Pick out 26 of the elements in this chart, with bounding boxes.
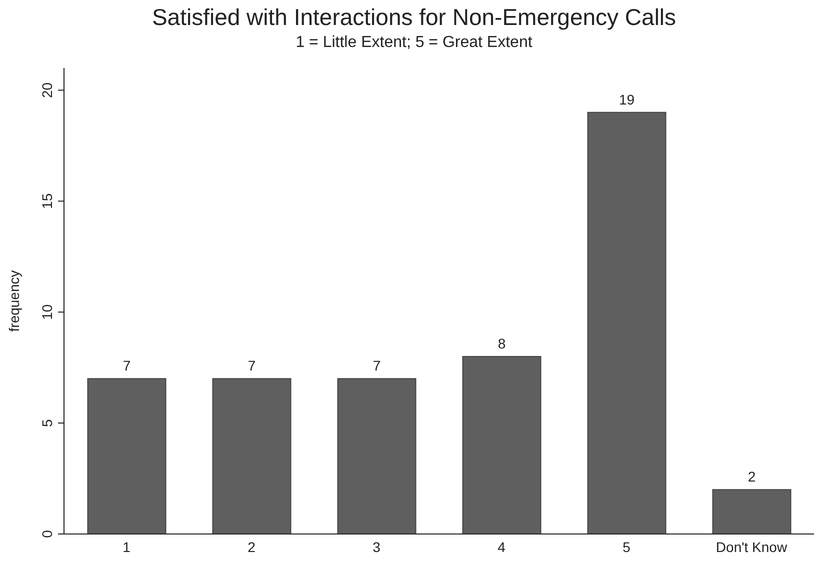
bar (587, 112, 666, 534)
bar (87, 378, 166, 534)
x-tick-label: 5 (622, 538, 631, 555)
y-tick-label: 10 (39, 304, 55, 320)
y-tick-label: 0 (39, 530, 55, 538)
data-label: 7 (248, 358, 256, 374)
data-label: 19 (618, 91, 635, 108)
y-tick-label: 5 (39, 418, 55, 427)
chart-title: Satisfied with Interactions for Non-Emergency Calls (150, 4, 678, 31)
x-tick-label: Don't Know (716, 538, 788, 555)
x-tick-label: 1 (122, 538, 131, 555)
data-label: 7 (372, 358, 381, 374)
bar (212, 378, 292, 534)
y-tick-label: 20 (39, 82, 55, 98)
data-label: 2 (748, 468, 756, 485)
x-tick-label: 4 (498, 538, 506, 555)
data-label: 8 (498, 335, 506, 352)
data-label: 7 (122, 358, 131, 374)
chart-subtitle: 1 = Little Extent; 5 = Great Extent (294, 34, 534, 52)
bar (712, 489, 792, 534)
bar (337, 378, 416, 534)
y-axis-title: frequency (6, 270, 22, 332)
x-tick-label: 2 (248, 538, 256, 555)
bar (462, 356, 542, 534)
x-tick-label: 3 (372, 538, 381, 555)
y-tick-label: 15 (39, 193, 55, 209)
